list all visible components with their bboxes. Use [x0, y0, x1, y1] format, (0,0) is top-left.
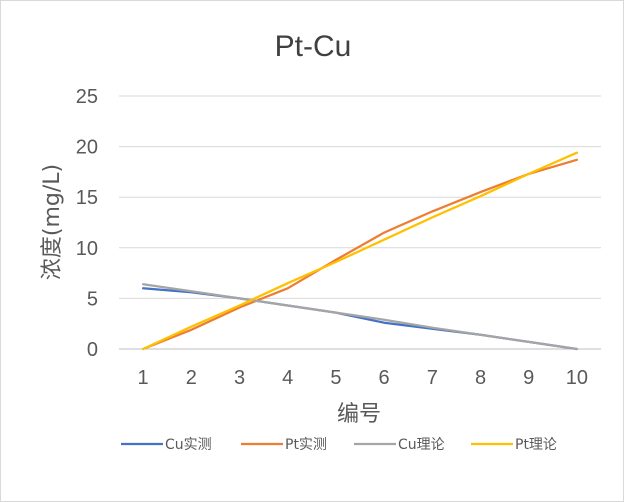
y-tick-label: 10: [76, 238, 98, 260]
x-tick-label: 8: [475, 367, 486, 389]
legend-label-1: Cu实测: [165, 437, 212, 453]
gridlines: [119, 95, 601, 350]
y-axis-title: 浓度(mg/L): [40, 164, 65, 280]
series-line-3: [141, 283, 579, 351]
legend: Cu实测 Pt实测 Cu理论 Pt理论: [121, 437, 557, 453]
series-lines: [141, 151, 579, 351]
legend-label-4: Pt理论: [515, 437, 557, 453]
series-line-2: [141, 158, 579, 351]
y-tick-label: 0: [87, 339, 98, 361]
x-tick-label: 4: [282, 367, 293, 389]
x-tick-label: 10: [566, 367, 588, 389]
x-tick-label: 9: [523, 367, 534, 389]
x-tick-label: 3: [234, 367, 245, 389]
series-line-4: [141, 151, 579, 351]
x-tick-label: 1: [138, 367, 149, 389]
x-axis-title: 编号: [337, 402, 381, 427]
y-tick-label: 20: [76, 137, 98, 159]
x-tick-label: 2: [186, 367, 197, 389]
y-tick-label: 5: [87, 288, 98, 310]
y-tick-label: 15: [76, 187, 98, 209]
y-axis-ticks: 0 5 10 15 20 25: [76, 86, 98, 361]
chart-title: Pt-Cu: [275, 30, 352, 63]
x-axis-ticks: 1 2 3 4 5 6 7 8 9 10: [138, 367, 588, 389]
y-tick-label: 25: [76, 86, 98, 108]
legend-label-2: Pt实测: [285, 437, 327, 453]
x-tick-label: 6: [379, 367, 390, 389]
legend-label-3: Cu理论: [398, 437, 445, 453]
x-tick-label: 5: [330, 367, 341, 389]
x-tick-label: 7: [427, 367, 438, 389]
